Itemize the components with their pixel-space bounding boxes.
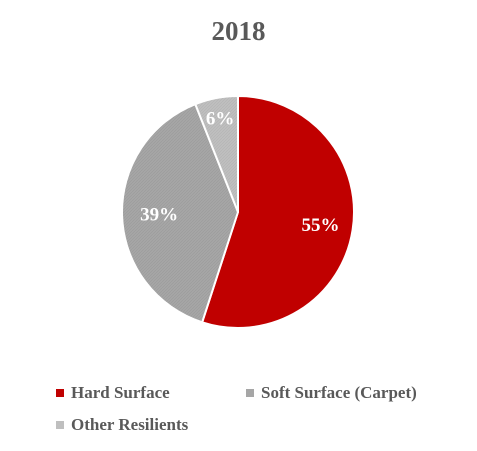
data-label-hard-surface: 55%	[301, 215, 339, 236]
legend-label-hard-surface: Hard Surface	[71, 383, 170, 402]
data-label-other-resilients: 6%	[206, 109, 235, 130]
legend-swatch-hard-surface	[56, 389, 64, 397]
legend-label-other-resilients: Other Resilients	[71, 415, 189, 434]
pie-slices	[121, 94, 355, 329]
legend-item-soft-surface: Soft Surface (Carpet)	[246, 383, 417, 403]
pie-labels: 55% 39% 6%	[140, 109, 339, 237]
legend-label-soft-surface: Soft Surface (Carpet)	[261, 383, 417, 402]
chart-title: 2018	[211, 16, 266, 46]
pie-slice-hard-surface	[200, 94, 355, 329]
pie-chart: 55% 39% 6%	[121, 94, 355, 329]
legend-swatch-soft-surface	[246, 389, 254, 397]
legend-item-hard-surface: Hard Surface	[56, 383, 170, 403]
legend-item-other-resilients: Other Resilients	[56, 415, 188, 435]
data-label-soft-surface: 39%	[140, 204, 178, 225]
pie-slice-soft-surface	[121, 102, 240, 324]
pie-slice-other-resilients	[194, 94, 239, 213]
legend-swatch-other-resilients	[56, 421, 64, 429]
